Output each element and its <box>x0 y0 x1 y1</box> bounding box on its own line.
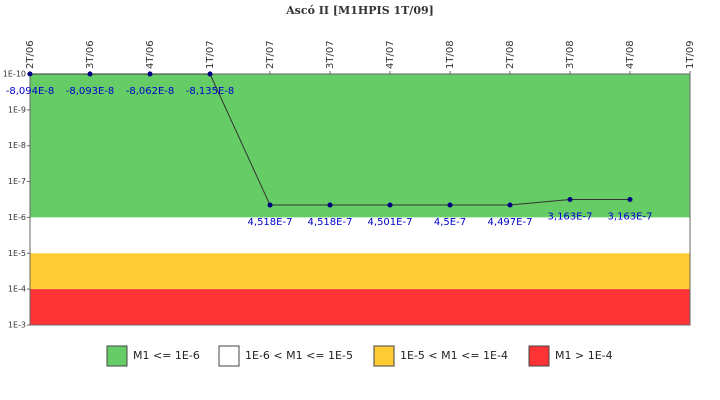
value-label: -8,094E-8 <box>6 86 55 97</box>
y-tick-label: 1E-6 <box>8 213 26 222</box>
data-point <box>387 202 393 208</box>
data-point <box>567 197 573 203</box>
value-label: 3,163E-7 <box>548 212 593 223</box>
x-tick-label: 4T/07 <box>385 40 396 69</box>
legend-swatch <box>218 345 240 367</box>
legend-label: 1E-5 < M1 <= 1E-4 <box>400 349 508 362</box>
y-tick-label: 1E-3 <box>8 321 26 330</box>
data-point <box>327 202 333 208</box>
data-point <box>87 71 93 77</box>
x-tick-label: 1T/08 <box>445 40 456 69</box>
legend-label: M1 > 1E-4 <box>555 349 613 362</box>
value-label: 4,501E-7 <box>368 217 413 228</box>
chart-title: Ascó II [M1HPIS 1T/09] <box>285 4 434 17</box>
y-tick-label: 1E-8 <box>8 141 26 150</box>
x-tick-label: 2T/06 <box>25 40 36 69</box>
x-tick-label: 1T/09 <box>685 40 696 69</box>
legend-label: M1 <= 1E-6 <box>133 349 200 362</box>
legend-swatch <box>106 345 128 367</box>
value-label: 3,163E-7 <box>608 212 653 223</box>
value-label: -8,135E-8 <box>186 86 235 97</box>
band <box>30 289 690 325</box>
x-tick-label: 2T/08 <box>505 40 516 69</box>
y-tick-label: 1E-5 <box>8 249 26 258</box>
band <box>30 253 690 290</box>
x-tick-label: 3T/07 <box>325 40 336 69</box>
data-point <box>507 202 513 208</box>
band <box>30 74 690 218</box>
x-tick-label: 3T/06 <box>85 40 96 69</box>
value-label: 4,518E-7 <box>308 217 353 228</box>
data-point <box>447 202 453 208</box>
data-point <box>207 71 213 77</box>
x-tick-label: 3T/08 <box>565 40 576 69</box>
y-tick-label: 1E-4 <box>8 285 26 294</box>
data-point <box>27 71 33 77</box>
x-tick-label: 1T/07 <box>205 40 216 69</box>
y-tick-label: 1E-9 <box>8 105 26 114</box>
legend-label: 1E-6 < M1 <= 1E-5 <box>245 349 353 362</box>
band <box>30 217 690 254</box>
value-label: 4,5E-7 <box>434 217 466 228</box>
y-tick-label: 1E-10 <box>3 70 26 79</box>
data-point <box>147 71 153 77</box>
value-label: 4,518E-7 <box>248 217 293 228</box>
data-point <box>267 202 273 208</box>
value-label: -8,062E-8 <box>126 86 175 97</box>
plot-frame <box>29 73 691 326</box>
x-tick-label: 4T/06 <box>145 40 156 69</box>
legend-swatch <box>528 345 550 367</box>
value-label: -8,093E-8 <box>66 86 115 97</box>
y-tick-label: 1E-7 <box>8 177 26 186</box>
x-tick-label: 2T/07 <box>265 40 276 69</box>
data-point <box>627 197 633 203</box>
x-tick-label: 4T/08 <box>625 40 636 69</box>
legend-swatch <box>373 345 395 367</box>
value-label: 4,497E-7 <box>488 217 533 228</box>
